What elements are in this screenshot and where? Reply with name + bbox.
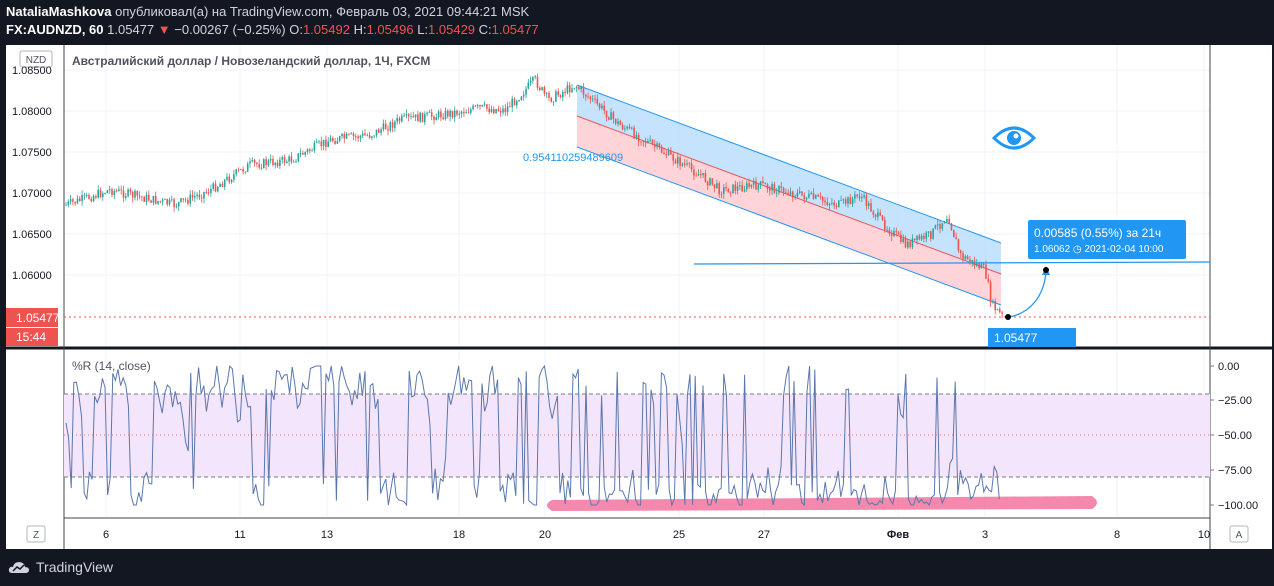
projection-start-point[interactable] — [1005, 314, 1011, 320]
channel-upper-fill[interactable] — [577, 85, 1001, 274]
channel-mid-line[interactable] — [576, 115, 1002, 275]
price-tag[interactable] — [988, 328, 1076, 347]
price-tick: 1.06500 — [12, 229, 52, 241]
high-value: 1.05496 — [366, 22, 414, 37]
fib-level-label: 0.954110259489609 — [523, 152, 623, 164]
channel-lower-fill[interactable] — [577, 116, 1001, 305]
down-arrow-icon: ▼ — [157, 22, 171, 37]
indicator-tick: −75.00 — [1218, 465, 1252, 477]
price-tick: 1.07500 — [12, 147, 52, 159]
indicator-tick: −50.00 — [1218, 430, 1252, 442]
time-tick: 20 — [539, 529, 551, 541]
indicator-title: %R (14, close) — [72, 359, 151, 373]
price-tick: 1.07000 — [12, 188, 52, 200]
time-tick: 10 — [1198, 529, 1210, 541]
low-value: 1.05429 — [428, 22, 476, 37]
current-price-label: 1.05477 — [16, 311, 60, 325]
candlestick-series[interactable] — [65, 73, 1003, 319]
horizontal-ray[interactable] — [693, 261, 1211, 265]
projection-arrow[interactable] — [1007, 271, 1047, 318]
symbol-name[interactable]: FX:AUDNZD, 60 — [6, 22, 104, 37]
currency-badge[interactable] — [19, 50, 53, 68]
currency-badge-text: NZD — [26, 55, 47, 66]
chart-title: Австралийский доллар / Новозеландский до… — [72, 54, 430, 68]
time-tick: 13 — [321, 529, 333, 541]
price-change: −0.00267 (−0.25%) — [174, 22, 286, 37]
time-axis-labels[interactable]: 6 11 13 18 20 25 27 Фев 3 8 10 — [103, 529, 1210, 541]
price-tag-text: 1.05477 — [994, 331, 1038, 345]
indicator-axis-labels[interactable]: 0.00 −25.00 −50.00 −75.00 −100.00 — [1210, 361, 1258, 512]
author-name[interactable]: NataliaMashkova — [6, 4, 112, 19]
z-button-text: Z — [33, 530, 39, 541]
time-tick: 3 — [982, 529, 988, 541]
measure-box-line2: 1.06062 ◷ 2021-02-04 10:00 — [1034, 244, 1164, 255]
indicator-tick: −100.00 — [1218, 500, 1258, 512]
close-value: 1.05477 — [491, 22, 539, 37]
time-tick: 18 — [453, 529, 465, 541]
open-value: 1.05492 — [302, 22, 350, 37]
highlight-marker[interactable] — [547, 496, 1097, 511]
time-tick: 6 — [103, 529, 109, 541]
high-label: H: — [353, 22, 367, 37]
price-tick: 1.06000 — [12, 270, 52, 282]
projection-end-point[interactable] — [1043, 267, 1049, 273]
countdown-box — [6, 328, 58, 346]
time-tick: 27 — [758, 529, 770, 541]
a-button-text: A — [1236, 530, 1243, 541]
symbol-legend: FX:AUDNZD, 60 1.05477 ▼ −0.00267 (−0.25%… — [6, 22, 539, 37]
measure-box[interactable] — [1028, 220, 1186, 259]
z-button[interactable] — [26, 525, 46, 543]
time-tick: 25 — [673, 529, 685, 541]
channel-upper-line[interactable] — [576, 84, 1002, 244]
williams-r-line[interactable] — [65, 364, 1000, 507]
chart-canvas[interactable]: 0.954110259489609 0.00585 (0.55%) за 21ч… — [0, 0, 1274, 549]
price-tick: 1.08500 — [12, 65, 52, 77]
time-tick: 8 — [1114, 529, 1120, 541]
close-label: C: — [478, 22, 492, 37]
tradingview-logo[interactable]: TradingView — [8, 559, 113, 575]
indicator-tick: 0.00 — [1218, 361, 1239, 373]
time-tick: Фев — [887, 529, 910, 541]
indicator-tick: −25.00 — [1218, 395, 1252, 407]
price-tick: 1.08000 — [12, 106, 52, 118]
open-label: O: — [289, 22, 303, 37]
low-label: L: — [417, 22, 429, 37]
a-button[interactable] — [1229, 525, 1249, 543]
last-price: 1.05477 — [107, 22, 155, 37]
measure-box-line1: 0.00585 (0.55%) за 21ч — [1034, 226, 1161, 240]
publish-info: NataliaMashkova опубликовал(а) на Tradin… — [6, 4, 529, 19]
channel-lower-line[interactable] — [576, 146, 1002, 306]
eye-icon[interactable] — [991, 126, 1037, 150]
price-axis-labels[interactable]: 1.08500 1.08000 1.07500 1.07000 1.06500 1.060… — [12, 65, 52, 282]
current-price-label-box — [6, 308, 58, 327]
tradingview-cloud-icon — [8, 562, 29, 573]
brand-name: TradingView — [36, 559, 114, 575]
countdown-label: 15:44 — [16, 330, 46, 344]
publish-text: опубликовал(а) на TradingView.com, Февра… — [115, 4, 530, 19]
time-tick: 11 — [234, 529, 245, 541]
footer-bar: TradingView — [0, 549, 1274, 586]
